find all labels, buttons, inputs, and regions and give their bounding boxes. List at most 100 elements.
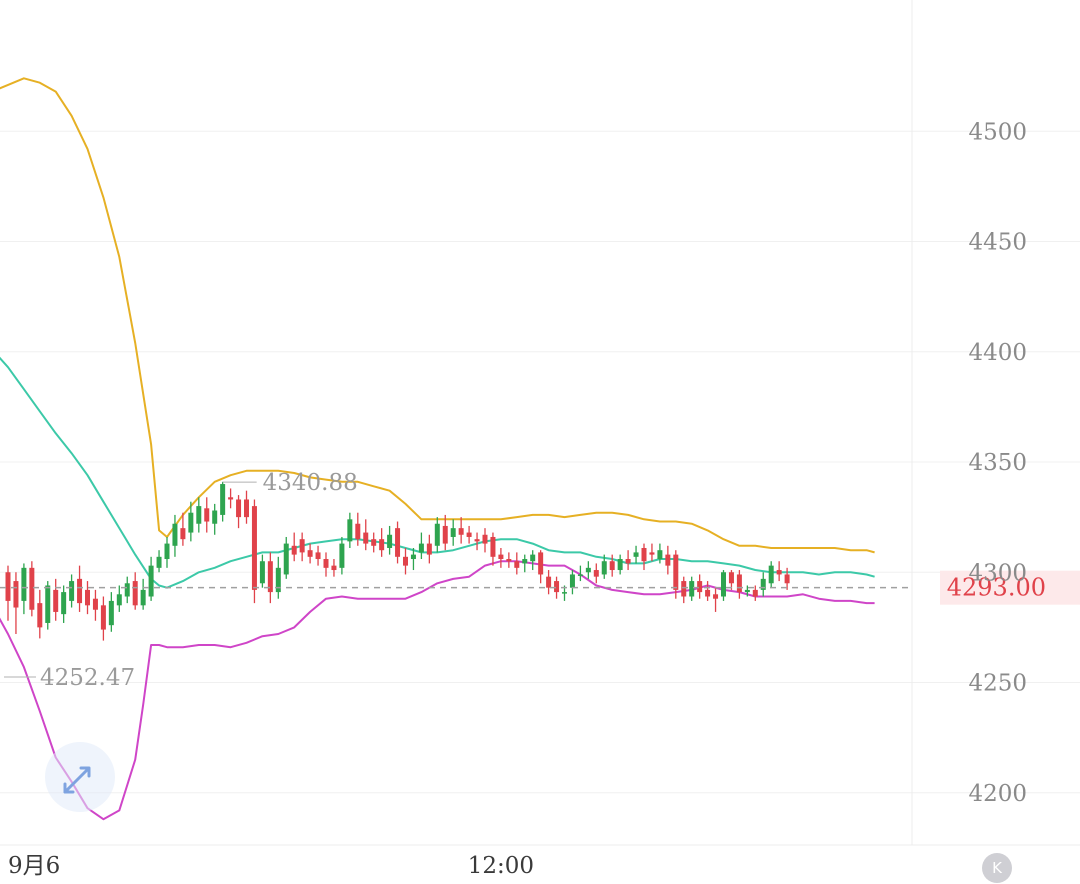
expand-arrows-icon [63,766,91,794]
candle [776,561,782,582]
candle-body [577,574,583,576]
candle-body [53,589,59,612]
candle [434,517,440,553]
y-tick-label: 4350 [968,450,1027,476]
candle-body [506,559,512,562]
candle [546,570,552,595]
candle [379,528,385,557]
candle [53,578,59,621]
candles [5,481,790,641]
candle-body [403,556,408,566]
candle [172,514,178,557]
candle-body [379,539,385,551]
candle [665,545,671,575]
candle-body [490,536,496,557]
y-tick-label: 4450 [968,230,1027,256]
candle [116,585,122,612]
candle [633,545,639,564]
candle-body [410,554,416,560]
upper-band-line [0,77,875,554]
candle-body [641,547,647,562]
candle [100,596,106,641]
candle-body [228,497,234,500]
candle-body [625,559,631,564]
annotations: 4293.00 4340.88 4252.47 [0,470,1080,691]
candle [164,536,170,568]
candle [442,514,448,551]
candle [291,532,297,562]
candle-body [259,561,265,584]
candle-body [61,592,67,615]
k-line-button[interactable]: K [982,853,1012,883]
candle-body [355,523,361,540]
candle-body [498,554,504,560]
candle [522,554,528,573]
candle [593,563,599,584]
candle [5,565,11,621]
candle [395,521,401,564]
candle [77,565,83,612]
candle-body [69,581,75,601]
candle-body [657,550,663,560]
candle [132,572,138,610]
candle [713,587,719,612]
candle [474,532,480,551]
candle [307,543,313,564]
candle [498,547,504,568]
candle [69,574,75,608]
candle [244,490,249,524]
candle-body [760,578,766,590]
candle [657,543,663,564]
candle [331,559,337,577]
last-price-label: 4293.00 [947,574,1046,602]
bollinger-bands [0,77,875,821]
candle-body [347,519,353,542]
candle [355,512,361,546]
candle-body [13,581,19,608]
candle-body [617,559,623,571]
candle-body [180,528,186,540]
candle-body [196,506,202,524]
candle-body [21,567,27,601]
candle-body [705,589,711,597]
x-tick-label: 12:00 [468,853,534,879]
candle-body [140,589,146,606]
candle-body [474,539,480,542]
candle [275,556,281,599]
candle [450,519,456,546]
candle [760,572,766,597]
candle [13,572,19,634]
candle [347,512,353,548]
candle-body [442,525,448,544]
candle-body [275,567,281,593]
candle-body [585,567,591,573]
candle [251,499,257,604]
candle [426,534,432,564]
candle [140,578,146,610]
last-price-tag-bg [940,570,1080,605]
candle-body [251,506,257,590]
candle [92,589,98,621]
candle [681,576,687,604]
candle-body [697,581,703,593]
candle [124,576,130,604]
candle [609,554,615,577]
candle-body [633,552,639,557]
candle-body [387,534,393,548]
candle-body [395,528,401,557]
candle-body [100,605,106,630]
candle [21,563,27,615]
candle [736,570,742,599]
candle-body [450,528,456,537]
candle-body [363,532,369,544]
candle [204,497,210,533]
candle [538,550,544,584]
expand-chart-button[interactable] [45,742,115,812]
candle-body [267,561,273,593]
candle-body [721,572,726,597]
candle-body [148,565,154,597]
candle [514,552,520,575]
candle-body [554,581,560,593]
